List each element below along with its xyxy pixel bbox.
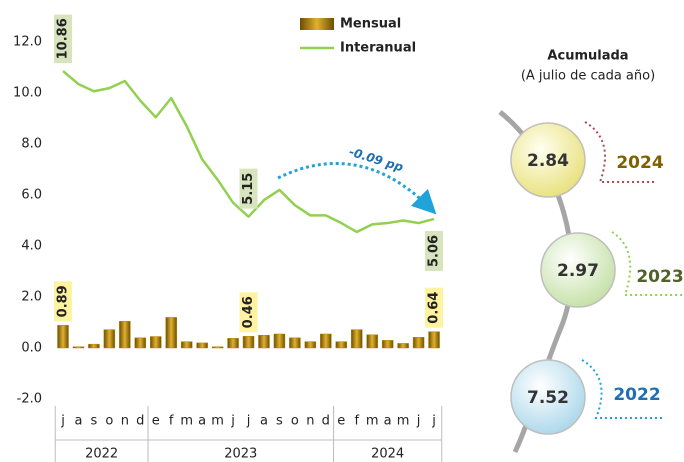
side-title: Acumulada [547,49,628,64]
x-tick-label: e [152,414,160,429]
value-label: 0.46 [241,296,256,328]
y-tick-label: 4.0 [21,239,42,254]
x-tick-label: j [60,414,65,429]
legend-swatch [300,18,334,30]
x-tick-label: e [337,414,345,429]
value-label: 0.89 [56,285,71,317]
bar [88,343,100,349]
legend-label: Mensual [340,17,401,32]
annotation: -0.09 pp [347,145,405,175]
bar [103,329,116,349]
x-tick-label: s [91,414,98,429]
x-tick-label: a [260,414,268,429]
change-arrow [277,161,437,215]
y-tick-label: 6.0 [21,188,42,203]
y-tick-label: 0.0 [21,341,42,356]
x-tick-label: f [354,414,359,429]
x-tick-label: s [276,414,283,429]
value-label-bg [425,287,444,328]
accumulated-circle [540,232,616,308]
value-label: 5.06 [427,235,442,267]
value-label-bg [54,281,72,322]
x-tick-label: o [291,414,299,429]
x-tick-label: a [74,414,82,429]
accumulated-year: 2022 [613,385,660,405]
accumulated-circle [510,122,586,198]
x-tick-label: a [384,414,392,429]
bar [165,317,177,349]
x-tick-label: a [198,414,206,429]
value-label-bg [425,230,444,271]
bar [381,340,394,349]
bar [57,325,69,349]
x-tick-label: j [246,414,251,429]
year-label: 2024 [371,447,404,462]
bar [227,338,239,349]
accumulated-value: 2.97 [557,261,599,281]
bar [134,337,147,349]
bar [289,337,301,349]
value-label: 5.15 [241,173,256,205]
bar [428,331,440,349]
accumulated-value: 7.52 [527,388,569,408]
bar [335,341,348,349]
bar [366,334,378,349]
x-tick-label: j [431,414,436,429]
bar [150,336,162,349]
x-tick-label: j [230,414,235,429]
value-label: 0.64 [427,292,442,324]
value-label-bg [239,292,258,333]
bar [72,346,85,349]
value-label-bg [239,168,258,209]
bar [273,333,286,349]
x-tick-label: f [169,414,174,429]
accumulated-circle [510,359,586,435]
bar [350,329,363,349]
value-label-bg [54,14,72,64]
bar [412,337,425,349]
x-tick-label: d [136,414,144,429]
value-label: 10.86 [56,18,71,59]
side-subtitle: (A julio de cada año) [521,69,655,84]
bar [196,342,208,349]
bar [211,346,224,349]
bar [258,335,270,349]
x-tick-label: m [397,414,410,429]
bar [397,343,409,349]
bar [320,333,332,349]
x-tick-label: n [306,414,314,429]
y-tick-label: 10.0 [13,86,42,101]
year-label: 2023 [224,447,257,462]
x-tick-label: n [121,414,129,429]
year-bracket [581,359,662,419]
y-tick-label: 12.0 [13,35,42,50]
y-tick-label: 2.0 [21,290,42,305]
accumulated-value: 2.84 [527,151,569,171]
x-tick-label: d [322,414,330,429]
legend-label: Interanual [340,41,416,56]
x-tick-label: m [180,414,193,429]
bar [119,320,131,349]
year-label: 2022 [85,447,118,462]
x-tick-label: m [211,414,224,429]
bar [180,341,193,349]
year-bracket [584,121,655,183]
x-tick-label: o [105,414,113,429]
accumulated-year: 2024 [616,153,663,173]
x-tick-label: j [416,414,421,429]
y-tick-label: -2.0 [17,392,42,407]
bar [304,341,317,349]
accumulated-year: 2023 [636,267,683,287]
y-tick-label: 8.0 [21,137,42,152]
bar [242,336,255,349]
line [62,70,435,234]
x-tick-label: m [366,414,379,429]
